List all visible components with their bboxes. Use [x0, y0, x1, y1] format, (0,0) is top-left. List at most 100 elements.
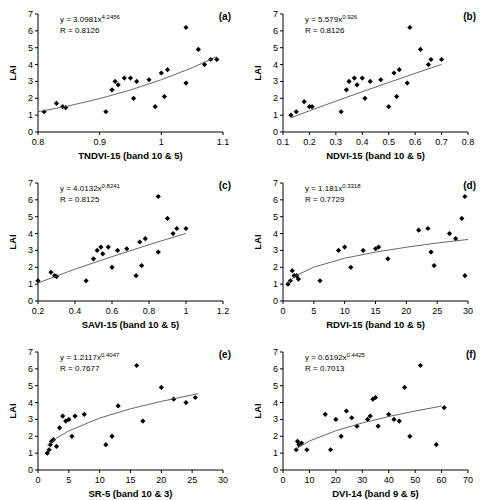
point [115, 248, 120, 253]
y-tick [280, 436, 283, 437]
point [156, 250, 161, 255]
y-tick [280, 453, 283, 454]
plot-area [285, 194, 468, 287]
x-tick-label: 0.7 [435, 137, 448, 147]
x-tick [415, 470, 416, 473]
point [109, 434, 114, 439]
point [106, 244, 111, 249]
point [459, 216, 464, 221]
y-tick [280, 301, 283, 302]
y-tick-label: 5 [273, 381, 278, 391]
point [57, 425, 62, 430]
x-tick [344, 301, 345, 304]
point [122, 75, 127, 80]
point [112, 79, 117, 84]
panel-label: (b) [463, 11, 476, 22]
point [54, 444, 59, 449]
plot-area [45, 363, 199, 456]
annotation-text: R = 0.7729 [305, 195, 345, 204]
point [98, 244, 103, 249]
point [426, 62, 431, 67]
y-tick [35, 64, 38, 65]
y-axis-label: LAI [7, 65, 18, 80]
y-axis [283, 183, 284, 301]
annotation: R = 0.7677 [60, 364, 100, 373]
y-tick [35, 436, 38, 437]
point [103, 109, 108, 114]
y-tick [35, 115, 38, 116]
point [165, 216, 170, 221]
x-tick-label: 0.8 [143, 306, 156, 316]
panel: 05101520253001234567RDVI-15 (band 10 & 5… [252, 178, 476, 330]
point [416, 228, 421, 233]
x-tick-label: 40 [384, 475, 394, 485]
x-tick [186, 301, 187, 304]
x-tick [362, 470, 363, 473]
point [376, 244, 381, 249]
x-tick [75, 301, 76, 304]
annotation-superscript: 0.8241 [102, 183, 121, 189]
point [462, 273, 467, 278]
plot-area [288, 25, 444, 118]
x-tick-label: 20 [401, 306, 411, 316]
x-tick-label: 0.4 [69, 306, 82, 316]
point [360, 75, 365, 80]
x-tick [388, 132, 389, 135]
x-tick-label: 20 [156, 475, 166, 485]
point [128, 75, 133, 80]
x-tick-label: 1.2 [217, 306, 230, 316]
x-tick-label: 15 [370, 306, 380, 316]
y-axis-label: LAI [7, 234, 18, 249]
point [333, 417, 338, 422]
point [124, 246, 129, 251]
point [447, 231, 452, 236]
point [82, 412, 87, 417]
y-tick-label: 1 [273, 110, 278, 120]
point [134, 363, 139, 368]
y-axis-label: LAI [252, 65, 263, 80]
y-tick [280, 368, 283, 369]
x-tick-label: 0.5 [382, 137, 395, 147]
x-axis-label: NDVI-15 (band 10 & 5) [326, 150, 425, 161]
y-tick [35, 453, 38, 454]
point [418, 47, 423, 52]
annotation: y = 0.6192x0.4425 [305, 352, 366, 362]
x-tick [309, 470, 310, 473]
y-tick-label: 7 [28, 178, 33, 188]
y-tick-label: 4 [273, 229, 278, 239]
annotation-text: y = 1.2117x [60, 353, 101, 362]
y-tick-label: 2 [273, 431, 278, 441]
point [376, 424, 381, 429]
x-tick [441, 470, 442, 473]
y-tick-label: 5 [273, 43, 278, 53]
point [405, 81, 410, 86]
y-tick [280, 402, 283, 403]
annotation-superscript: 0.4047 [101, 352, 120, 358]
point [91, 256, 96, 261]
x-tick [223, 470, 224, 473]
x-tick [223, 132, 224, 135]
point [183, 81, 188, 86]
point [362, 96, 367, 101]
panel: 0.10.20.30.40.50.60.70.801234567NDVI-15 … [252, 9, 476, 161]
x-tick-label: 15 [125, 475, 135, 485]
y-tick-label: 4 [273, 60, 278, 70]
panel-label: (f) [466, 349, 476, 360]
point [309, 104, 314, 109]
y-tick [35, 402, 38, 403]
x-tick [68, 470, 69, 473]
point [48, 270, 53, 275]
trend-line [296, 406, 441, 449]
x-tick-label: 25 [187, 475, 197, 485]
x-tick [468, 132, 469, 135]
y-tick [35, 98, 38, 99]
point [344, 87, 349, 92]
plot-area [294, 363, 447, 452]
y-tick [35, 284, 38, 285]
point [153, 104, 158, 109]
point [304, 447, 309, 452]
y-tick [35, 216, 38, 217]
annotation-text: R = 0.8125 [60, 195, 100, 204]
annotation-text: R = 0.7013 [305, 364, 345, 373]
y-tick-label: 4 [28, 60, 33, 70]
